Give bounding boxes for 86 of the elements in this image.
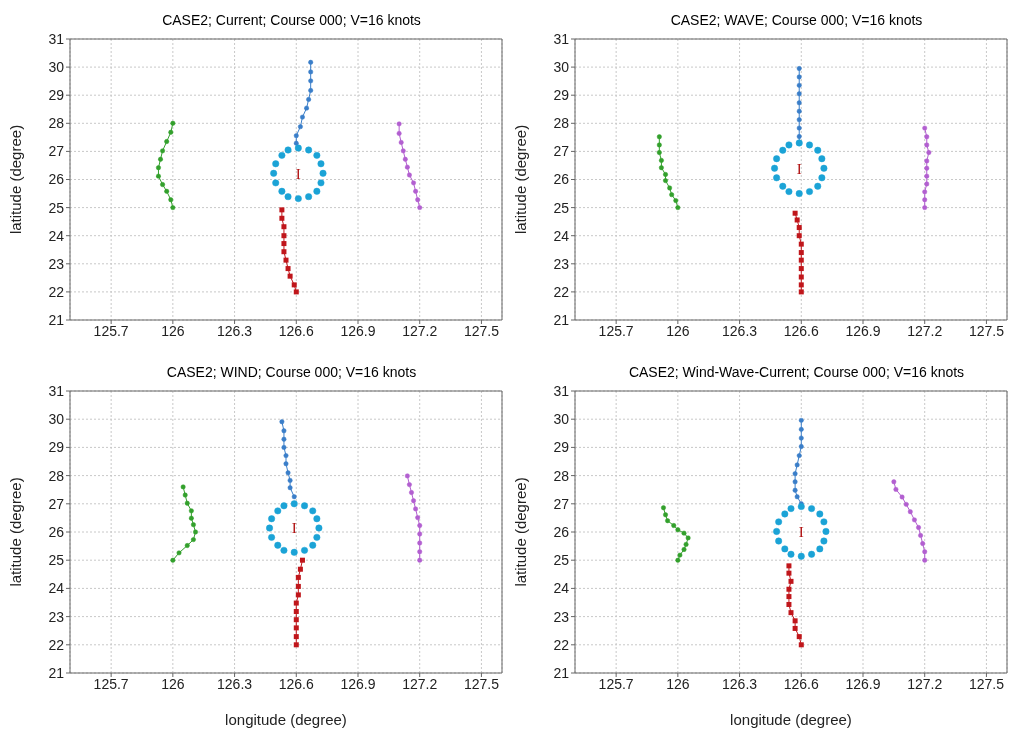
x-tick-label: 126.6 bbox=[278, 322, 315, 339]
x-tick-label: 127.5 bbox=[463, 675, 500, 692]
y-tick-label: 30 bbox=[553, 411, 570, 428]
x-tick-label: 127.2 bbox=[402, 322, 438, 339]
x-tick-label: 126.3 bbox=[217, 675, 253, 692]
y-tick-label: 23 bbox=[553, 255, 570, 272]
y-tick-label: 31 bbox=[553, 382, 570, 399]
y-tick-label: 28 bbox=[48, 467, 65, 484]
y-tick-label: 21 bbox=[48, 311, 65, 328]
x-tick-label: 126 bbox=[666, 675, 690, 692]
y-tick-label: 25 bbox=[553, 199, 570, 216]
y-tick-label: 22 bbox=[48, 636, 65, 653]
y-tick-label: 22 bbox=[553, 283, 570, 300]
y-tick-label: 21 bbox=[48, 664, 65, 681]
y-tick-label: 28 bbox=[553, 115, 570, 132]
y-tick-label: 23 bbox=[48, 255, 65, 272]
y-axis-title: latitude (degree) bbox=[512, 477, 530, 587]
y-tick-label: 31 bbox=[48, 382, 65, 399]
x-tick-label: 126.3 bbox=[722, 675, 758, 692]
y-tick-label: 27 bbox=[553, 143, 570, 160]
y-tick-label: 22 bbox=[48, 283, 65, 300]
x-tick-label: 126 bbox=[161, 675, 185, 692]
chart-title: CASE2; Wind-Wave-Current; Course 000; V=16 knots bbox=[627, 363, 966, 382]
y-tick-label: 24 bbox=[48, 580, 65, 597]
y-tick-label: 25 bbox=[48, 552, 65, 569]
y-tick-label: 23 bbox=[553, 608, 570, 625]
y-tick-label: 21 bbox=[553, 311, 570, 328]
x-tick-label: 126.6 bbox=[278, 675, 315, 692]
x-tick-label: 126.9 bbox=[845, 322, 881, 339]
y-tick-label: 30 bbox=[553, 59, 570, 76]
y-tick-label: 25 bbox=[553, 552, 570, 569]
chart-title: CASE2; WAVE; Course 000; V=16 knots bbox=[669, 11, 924, 30]
chart-title: CASE2; Current; Course 000; V=16 knots bbox=[161, 11, 422, 30]
x-tick-label: 127.5 bbox=[968, 322, 1005, 339]
y-axis-title: latitude (degree) bbox=[7, 124, 25, 235]
y-tick-label: 24 bbox=[553, 580, 570, 597]
annotation: I bbox=[295, 165, 301, 182]
y-tick-label: 27 bbox=[48, 495, 65, 512]
y-tick-label: 25 bbox=[48, 199, 65, 216]
y-tick-label: 28 bbox=[48, 115, 65, 132]
y-tick-label: 29 bbox=[553, 439, 570, 456]
y-tick-label: 27 bbox=[48, 143, 65, 160]
y-tick-label: 26 bbox=[553, 523, 570, 540]
x-tick-label: 126.9 bbox=[340, 675, 376, 692]
x-tick-label: 125.7 bbox=[598, 675, 634, 692]
annotation: I bbox=[291, 520, 297, 537]
x-tick-label: 126.3 bbox=[217, 322, 253, 339]
y-tick-label: 21 bbox=[553, 664, 570, 681]
y-tick-label: 31 bbox=[48, 30, 65, 47]
y-tick-label: 28 bbox=[553, 467, 570, 484]
y-tick-label: 27 bbox=[553, 495, 570, 512]
x-tick-label: 127.5 bbox=[968, 675, 1005, 692]
y-tick-label: 26 bbox=[553, 171, 570, 188]
y-tick-label: 26 bbox=[48, 171, 65, 188]
y-tick-label: 26 bbox=[48, 523, 65, 540]
y-axis-title: latitude (degree) bbox=[512, 124, 530, 235]
x-tick-label: 125.7 bbox=[93, 675, 129, 692]
x-tick-label: 127.5 bbox=[463, 322, 500, 339]
x-tick-label: 127.2 bbox=[907, 322, 943, 339]
x-tick-label: 126.9 bbox=[340, 322, 376, 339]
x-tick-label: 126 bbox=[161, 322, 185, 339]
x-tick-label: 126.6 bbox=[783, 322, 820, 339]
annotation: I bbox=[798, 523, 804, 540]
y-axis-title: latitude (degree) bbox=[7, 477, 25, 587]
x-tick-label: 125.7 bbox=[598, 322, 634, 339]
x-tick-label: 126.6 bbox=[783, 675, 820, 692]
y-tick-label: 23 bbox=[48, 608, 65, 625]
y-tick-label: 30 bbox=[48, 59, 65, 76]
y-tick-label: 24 bbox=[48, 227, 65, 244]
y-tick-label: 30 bbox=[48, 411, 65, 428]
x-tick-label: 126.3 bbox=[722, 322, 758, 339]
y-tick-label: 24 bbox=[553, 227, 570, 244]
x-tick-label: 126 bbox=[666, 322, 690, 339]
y-tick-label: 22 bbox=[553, 636, 570, 653]
y-tick-label: 31 bbox=[553, 30, 570, 47]
x-axis-title: longitude (degree) bbox=[730, 711, 852, 728]
x-tick-label: 127.2 bbox=[402, 675, 438, 692]
x-tick-label: 125.7 bbox=[93, 322, 129, 339]
x-axis-title: longitude (degree) bbox=[225, 711, 347, 728]
annotation: I bbox=[796, 160, 802, 177]
y-tick-label: 29 bbox=[48, 439, 65, 456]
y-tick-label: 29 bbox=[48, 87, 65, 104]
x-tick-label: 127.2 bbox=[907, 675, 943, 692]
chart-title: CASE2; WIND; Course 000; V=16 knots bbox=[165, 363, 418, 382]
y-tick-label: 29 bbox=[553, 87, 570, 104]
x-tick-label: 126.9 bbox=[845, 675, 881, 692]
